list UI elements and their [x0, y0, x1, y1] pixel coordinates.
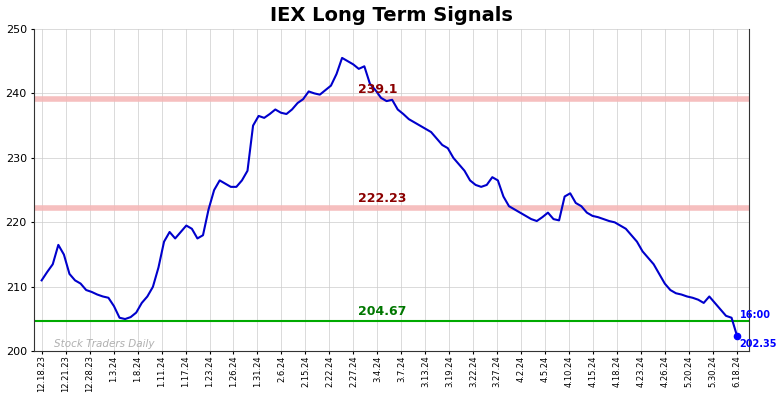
Text: 239.1: 239.1 [358, 83, 397, 96]
Title: IEX Long Term Signals: IEX Long Term Signals [270, 6, 514, 25]
Text: 222.23: 222.23 [358, 192, 407, 205]
Text: 202.35: 202.35 [739, 339, 777, 349]
Text: 204.67: 204.67 [358, 305, 407, 318]
Text: 16:00: 16:00 [739, 310, 771, 320]
Text: Stock Traders Daily: Stock Traders Daily [53, 339, 154, 349]
Point [731, 333, 743, 339]
